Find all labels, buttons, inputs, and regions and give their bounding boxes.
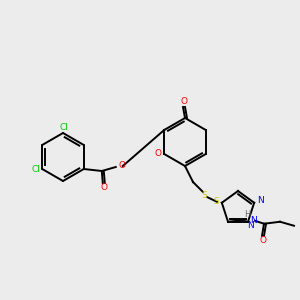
Text: Cl: Cl xyxy=(32,166,41,175)
Text: S: S xyxy=(213,197,219,206)
Text: O: O xyxy=(118,161,125,170)
Text: Cl: Cl xyxy=(60,124,68,133)
Text: H: H xyxy=(244,210,250,219)
Text: O: O xyxy=(155,149,162,158)
Text: S: S xyxy=(201,191,207,200)
Text: N: N xyxy=(248,221,254,230)
Text: O: O xyxy=(260,236,266,245)
Text: O: O xyxy=(100,184,107,193)
Text: N: N xyxy=(257,196,263,205)
Text: N: N xyxy=(250,216,256,225)
Text: O: O xyxy=(181,98,188,106)
